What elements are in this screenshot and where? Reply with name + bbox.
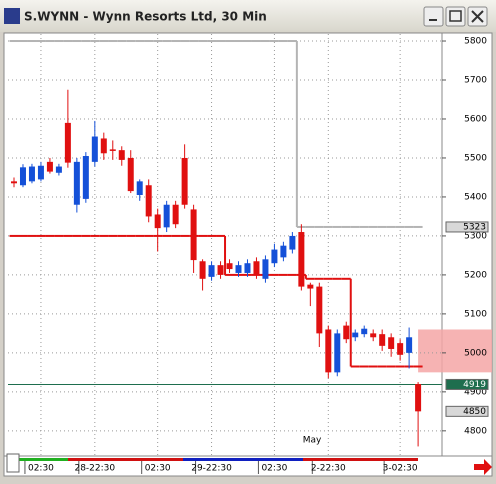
price-marker [445, 405, 489, 417]
candle-body [136, 181, 143, 195]
candle-body [244, 263, 251, 273]
session-bar [303, 458, 418, 461]
session-bar [68, 458, 183, 461]
candle-body [334, 333, 341, 373]
candle-body [181, 157, 188, 205]
y-tick-label: 5500 [464, 153, 487, 163]
candle-body [172, 204, 179, 225]
candle-body [226, 263, 233, 270]
candle-body [415, 384, 422, 412]
candle-body [55, 166, 62, 173]
chart-area [3, 32, 493, 457]
candle-body [397, 343, 404, 355]
price-marker-label: 4850 [463, 407, 486, 417]
candle-body [64, 122, 71, 163]
candle-body [100, 138, 107, 154]
price-marker [445, 378, 489, 390]
session-bar [8, 458, 68, 461]
candle-body [307, 284, 314, 289]
x-tick-label: 02:30 [261, 464, 287, 474]
price-marker-label: 4919 [463, 380, 486, 390]
candle-body [271, 249, 278, 264]
candle-body [19, 167, 26, 186]
candle-body [28, 166, 35, 182]
y-tick-label: 5800 [464, 37, 487, 47]
highlight-zone [418, 329, 492, 373]
app-icon [4, 8, 20, 24]
x-tick-label: 29-22:30 [191, 464, 232, 474]
candle-body [145, 185, 152, 217]
candle-body [316, 286, 323, 334]
candle-body [82, 156, 89, 199]
candle-body [11, 181, 17, 184]
scroll-right-arrow[interactable] [474, 459, 492, 475]
candle-body [208, 265, 215, 277]
candle-body [352, 332, 359, 338]
candle-body [73, 161, 80, 205]
y-tick-label: 5300 [464, 231, 487, 241]
title-bar [0, 0, 496, 32]
maximize-button[interactable] [445, 6, 466, 27]
candle-body [235, 265, 242, 273]
candle-body [118, 150, 125, 160]
candle-body [325, 329, 332, 373]
candle-body [298, 232, 305, 287]
maximize-icon [449, 10, 462, 22]
candle-body [109, 149, 116, 151]
window-buttons[interactable] [423, 6, 488, 27]
close-icon [471, 10, 484, 23]
minimize-button[interactable] [423, 6, 444, 27]
candle-body [253, 261, 260, 275]
candle-body [217, 265, 224, 275]
price-marker [445, 221, 489, 233]
y-tick-label: 5600 [464, 114, 487, 124]
y-tick-label: 5100 [464, 309, 487, 319]
x-tick-label: 02:30 [28, 464, 54, 474]
candle-body [406, 337, 413, 353]
price-marker-label: 5323 [463, 222, 486, 232]
y-tick-label: 4800 [464, 426, 487, 436]
month-annotation: May [303, 436, 322, 446]
candle-body [91, 136, 98, 162]
candle-body [154, 214, 161, 229]
candle-body [280, 245, 287, 258]
candle-body [46, 161, 53, 172]
candle-body [289, 235, 296, 250]
candle-body [343, 325, 350, 340]
x-tick-label: 3-02:30 [383, 464, 418, 474]
x-tick-label: 2-22:30 [311, 464, 346, 474]
y-tick-label: 5200 [464, 270, 487, 280]
candle-body [163, 204, 170, 228]
window-title: S.WYNN - Wynn Resorts Ltd, 30 Min [24, 10, 267, 24]
y-tick-label: 5000 [464, 348, 487, 358]
x-tick-label: 28-22:30 [74, 464, 115, 474]
candle-body [190, 209, 197, 261]
candle-body [379, 334, 386, 346]
y-tick-label: 4900 [464, 387, 487, 397]
candle-body [361, 328, 368, 335]
x-tick-label: 02:30 [145, 464, 171, 474]
scroll-box[interactable] [6, 453, 20, 473]
candle-body [127, 157, 134, 192]
candle-body [37, 165, 44, 180]
candle-body [388, 337, 395, 349]
y-tick-label: 5700 [464, 75, 487, 85]
y-tick-label: 5400 [464, 192, 487, 202]
candle-body [199, 261, 206, 279]
session-bar [183, 458, 303, 461]
candle-body [262, 259, 269, 279]
candle-body [370, 333, 377, 338]
